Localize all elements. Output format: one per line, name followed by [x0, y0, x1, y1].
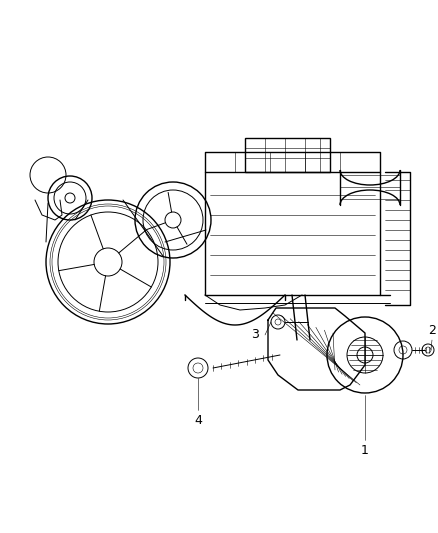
Text: 1: 1	[361, 443, 369, 456]
Text: 3: 3	[251, 328, 259, 342]
Text: 2: 2	[428, 324, 436, 336]
Bar	[245, 138, 330, 172]
Text: 4: 4	[194, 414, 202, 426]
